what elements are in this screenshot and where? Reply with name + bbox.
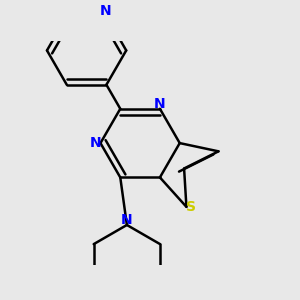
Text: O: O — [121, 299, 133, 300]
Text: N: N — [121, 213, 133, 227]
Text: N: N — [90, 136, 102, 150]
Text: N: N — [99, 4, 111, 19]
Text: S: S — [186, 200, 196, 214]
Text: N: N — [153, 97, 165, 111]
